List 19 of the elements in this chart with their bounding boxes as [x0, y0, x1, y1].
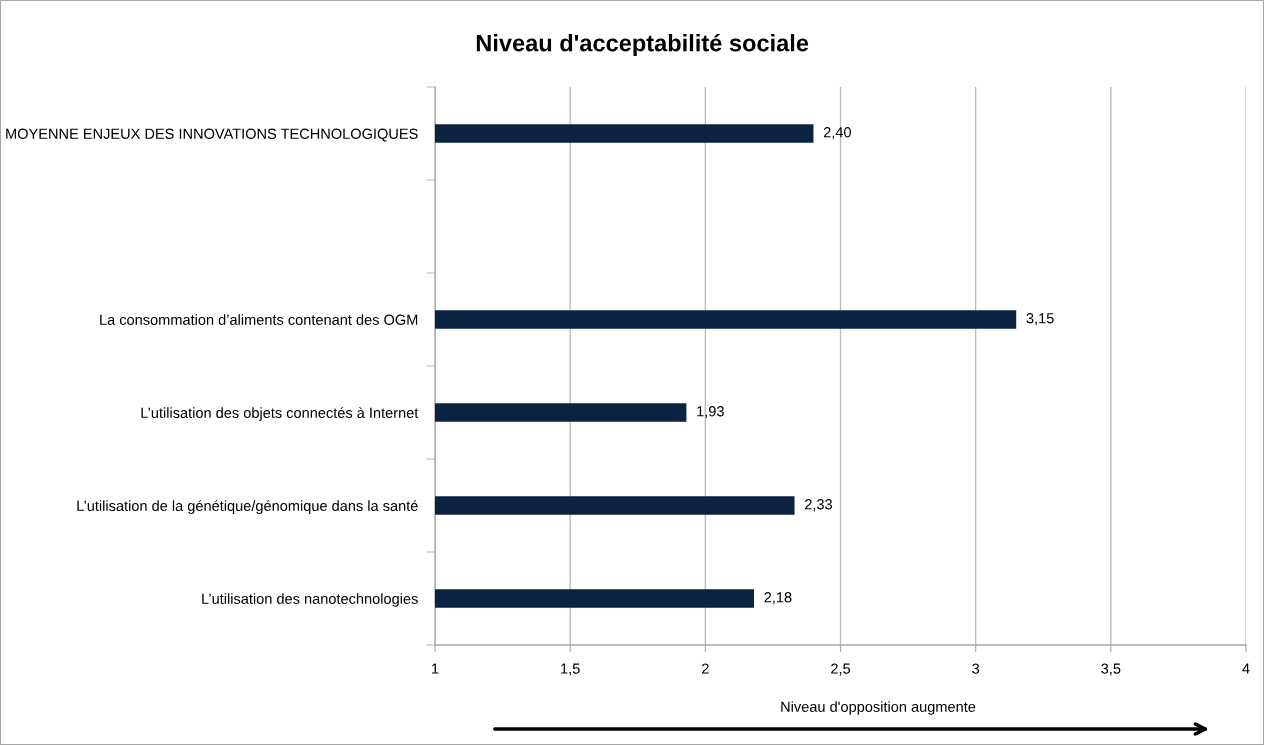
x-tick-label: 1,5	[561, 663, 580, 676]
chart-title: Niveau d'acceptabilité sociale	[476, 33, 809, 57]
x-tick-label: 4	[1242, 663, 1250, 674]
x-tick-label: 2,5	[831, 663, 851, 676]
data-label: 1,93	[697, 406, 724, 419]
data-label: 3,15	[1026, 313, 1054, 326]
x-tick-label: 3,5	[1101, 663, 1121, 676]
y-tick-label: La consommation d’aliments contenant des OGM	[100, 314, 418, 325]
y-tick-label: L’utilisation de la génétique/génomique dans la santé	[77, 500, 418, 514]
y-tick-label: L’utilisation des nanotechnologies	[202, 593, 418, 607]
y-tick-label: MOYENNE ENJEUX DES INNOVATIONS TECHNOLOGIQUES	[6, 128, 418, 142]
data-label: 2,33	[805, 499, 833, 512]
x-tick-label: 3	[972, 663, 980, 674]
x-tick-label: 2	[702, 663, 709, 674]
x-tick-label: 1	[432, 663, 439, 674]
data-label: 2,18	[764, 592, 792, 605]
data-label: 2,40	[823, 127, 851, 140]
y-tick-label: L’utilisation des objets connectés à Internet	[141, 407, 419, 421]
text: Niveau d'opposition augmente	[781, 701, 976, 715]
